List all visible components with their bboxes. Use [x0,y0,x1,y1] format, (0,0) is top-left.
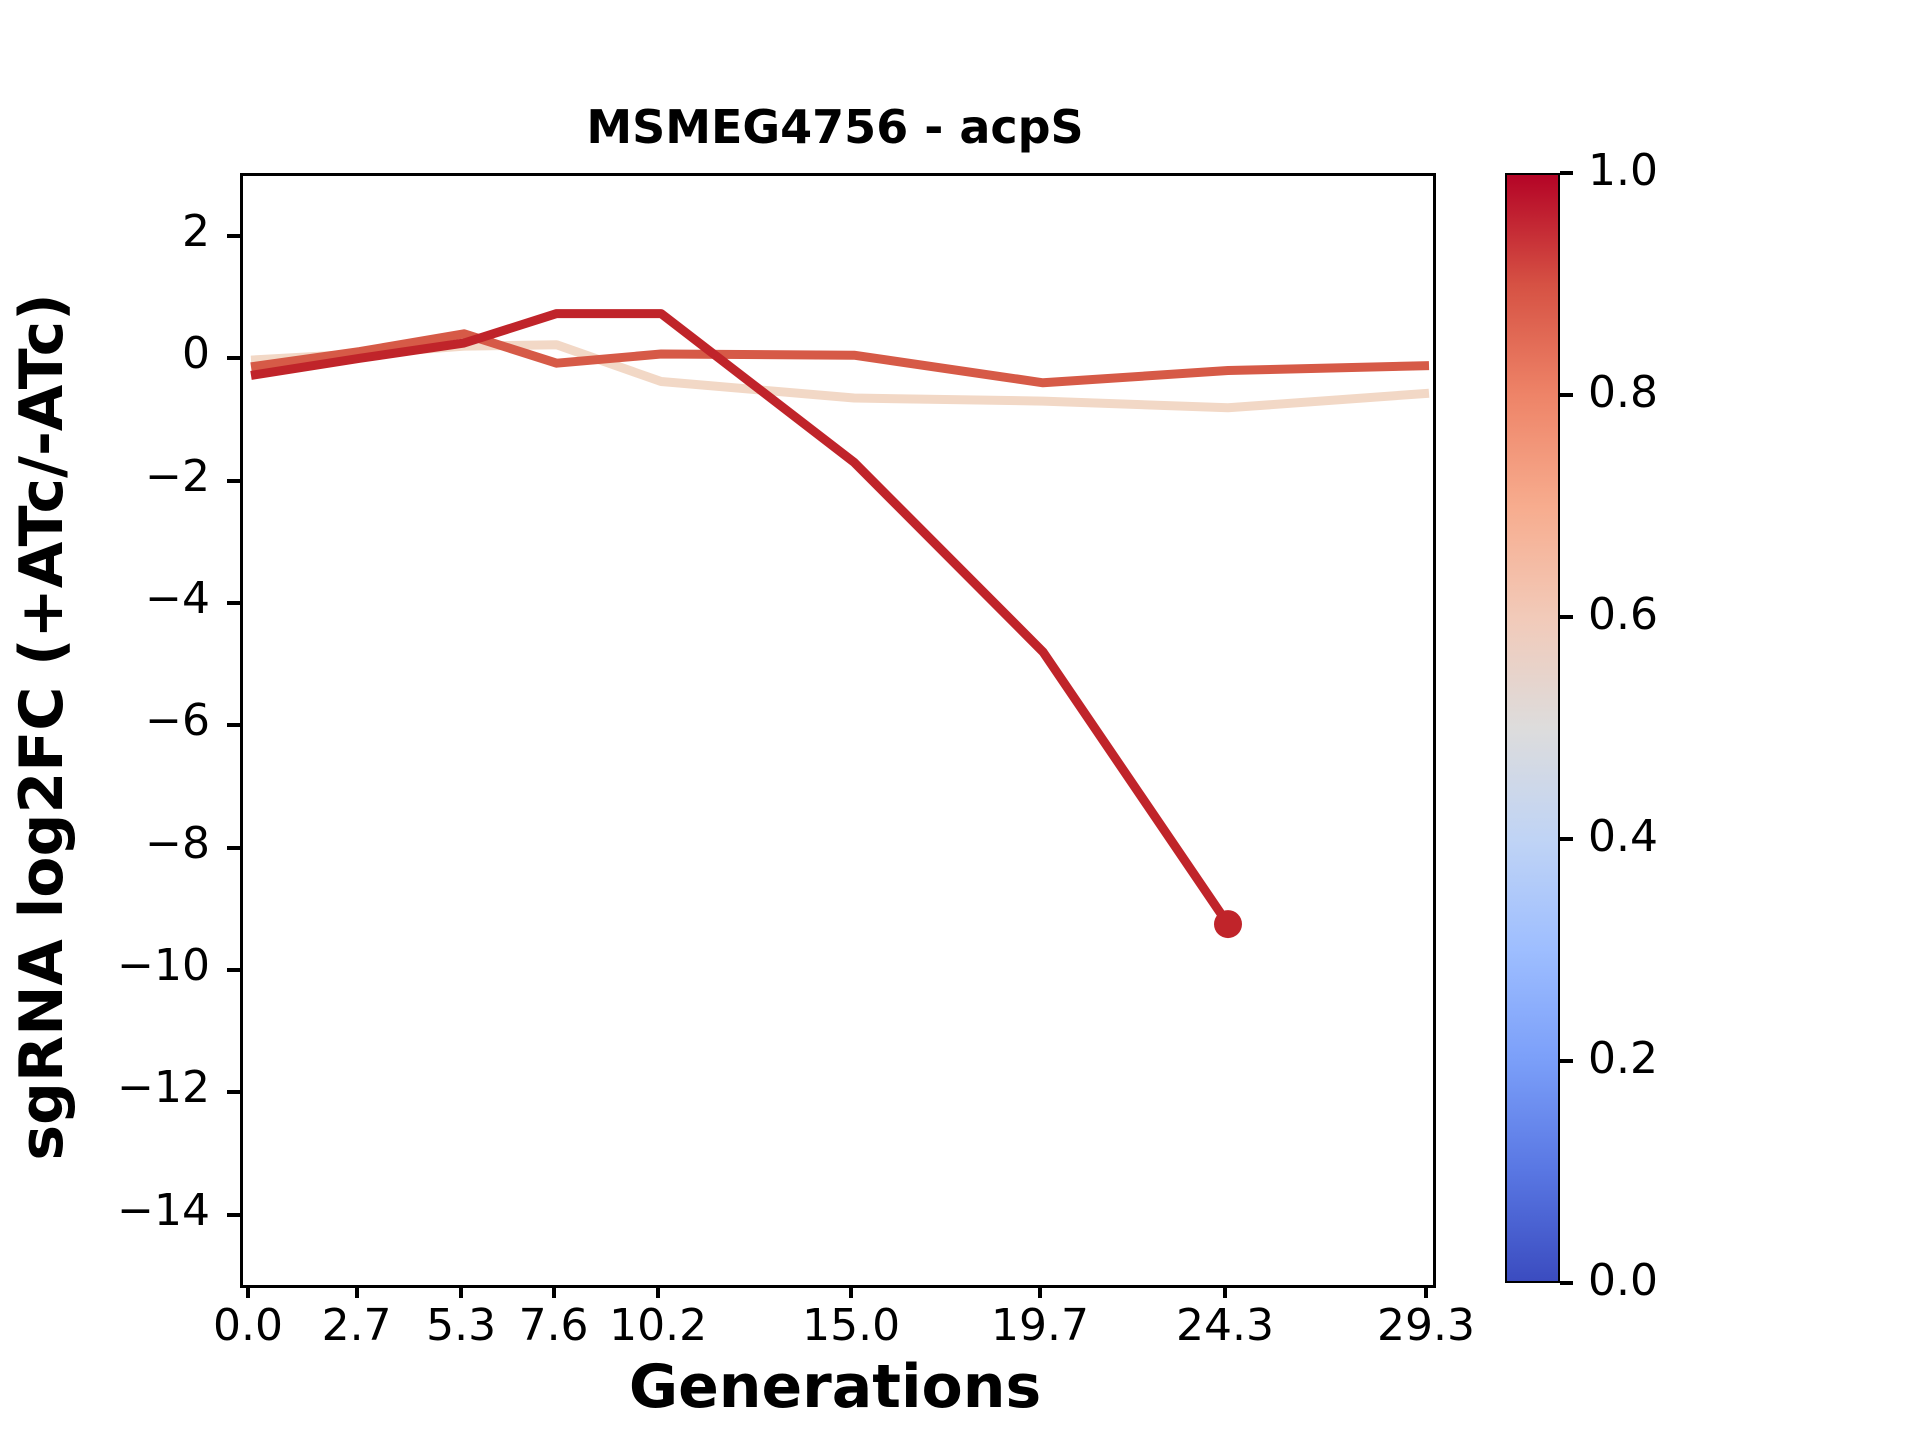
colorbar-tick-label: 0.4 [1588,811,1658,862]
x-axis-label: Generations [628,1352,1042,1422]
line-sgrna-strong-depletion [250,309,1232,927]
x-tick-label: 2.7 [321,1300,392,1351]
y-tick-label: −2 [145,450,210,502]
colorbar-tick-label: 0.2 [1588,1033,1658,1084]
y-tick [227,601,240,606]
plot-area [240,173,1436,1288]
y-tick [227,478,240,483]
colorbar-tick-label: 1.0 [1588,145,1658,196]
x-tick-label: 10.2 [609,1300,708,1351]
x-tick-label: 5.3 [426,1300,497,1351]
y-tick [227,723,240,728]
colorbar-tick-label: 0.8 [1588,367,1658,418]
x-tick-label: 7.6 [518,1300,589,1351]
x-tick [551,1285,556,1298]
x-tick-label: 24.3 [1175,1300,1274,1351]
x-tick [354,1285,359,1298]
colorbar-tick [1560,615,1573,619]
x-tick [1423,1285,1428,1298]
data-lines-svg [250,309,1430,939]
x-tick-label: 0.0 [213,1300,284,1351]
endpoint-marker-sgrna-strong-depletion [1214,910,1242,939]
x-tick-label: 15.0 [802,1300,901,1351]
x-tick [1038,1285,1043,1298]
y-tick [227,1212,240,1217]
y-tick [227,234,240,238]
y-tick-label: 0 [182,328,210,380]
colorbar-tick [1560,393,1573,397]
x-tick [656,1285,661,1298]
y-tick-label: 2 [182,206,210,257]
x-tick-label: 19.7 [991,1300,1090,1351]
x-tick-label: 29.3 [1376,1300,1475,1351]
colorbar-tick [1560,837,1573,841]
x-tick [459,1285,464,1298]
chart-title: MSMEG4756 - acpS [586,100,1084,154]
y-tick [227,845,240,850]
colorbar-tick-label: 0.0 [1588,1255,1658,1306]
y-tick-label: −6 [145,695,210,747]
colorbar-tick [1560,1059,1573,1063]
y-tick [227,968,240,973]
y-tick-label: −14 [117,1184,210,1236]
y-tick [227,1090,240,1095]
y-tick-label: −10 [117,940,210,992]
y-tick-label: −4 [145,573,210,625]
colorbar-tick [1560,171,1573,175]
x-tick [1222,1285,1227,1298]
colorbar-tick [1560,1281,1573,1285]
y-tick-label: −8 [145,817,210,869]
y-tick [227,356,240,361]
x-tick [246,1285,251,1298]
y-tick-label: −12 [117,1062,210,1114]
line-sgrna-no-depletion [250,329,1430,388]
colorbar-tick-label: 0.6 [1588,589,1658,640]
colorbar-gradient [1505,173,1560,1283]
x-tick [849,1285,854,1298]
